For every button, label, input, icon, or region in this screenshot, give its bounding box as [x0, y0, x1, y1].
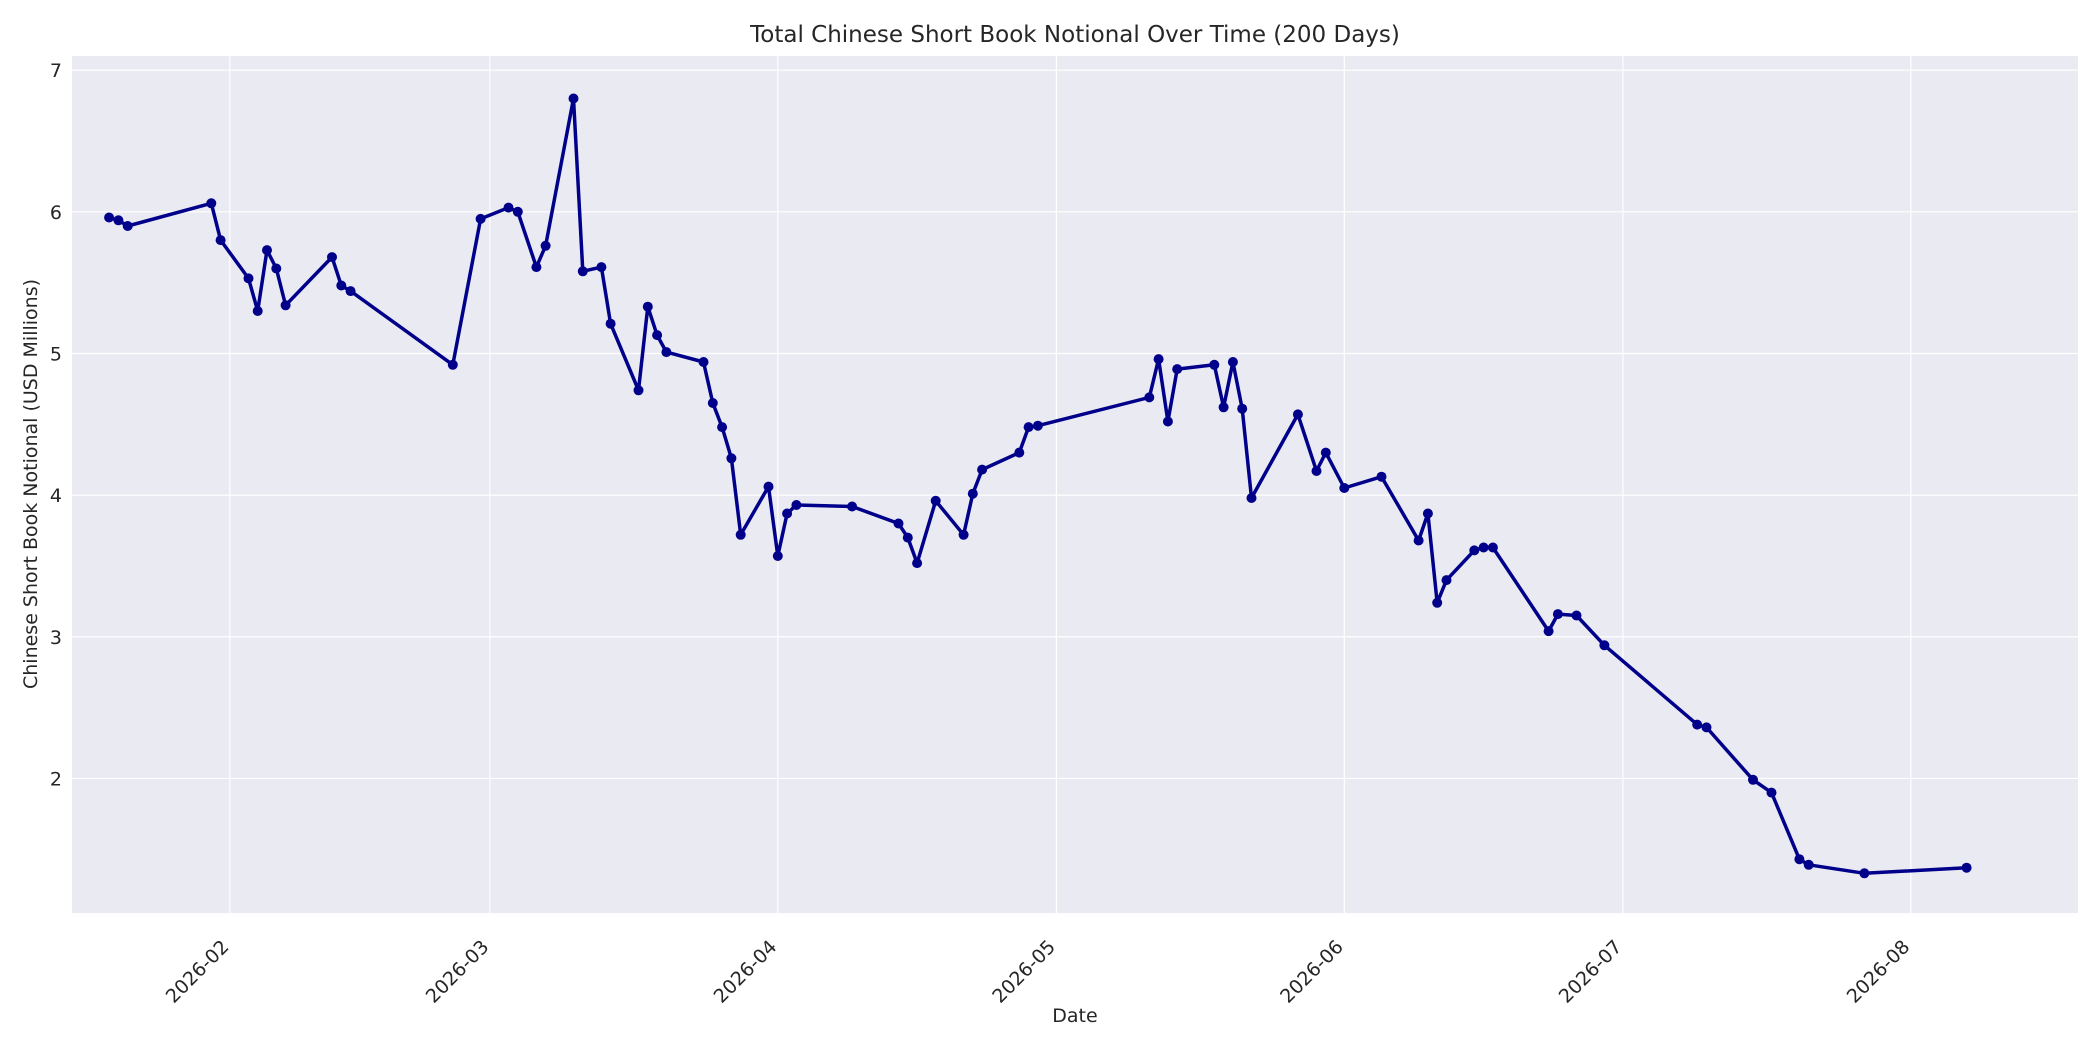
- data-point: [1339, 483, 1350, 493]
- data-point: [1032, 420, 1043, 431]
- y-axis-label: Chinese Short Book Notional (USD Million…: [20, 279, 42, 689]
- data-point: [447, 359, 458, 370]
- data-point: [1599, 640, 1610, 651]
- data-point: [1441, 575, 1452, 586]
- data-point: [633, 385, 644, 396]
- data-point: [1172, 364, 1183, 375]
- data-point: [280, 300, 291, 311]
- y-tick-label: 5: [50, 343, 62, 365]
- data-point: [735, 529, 746, 540]
- data-point: [1144, 392, 1155, 403]
- data-point: [1227, 357, 1238, 367]
- data-point: [1014, 447, 1025, 458]
- data-point: [113, 215, 124, 226]
- data-point: [1543, 626, 1554, 637]
- data-point: [642, 301, 653, 312]
- data-point: [336, 280, 347, 291]
- data-point: [717, 422, 728, 433]
- y-tick-label: 4: [50, 485, 62, 507]
- y-tick-label: 3: [50, 627, 62, 649]
- data-point: [1794, 854, 1805, 865]
- data-point: [1961, 862, 1972, 873]
- y-tick-label: 7: [50, 60, 62, 82]
- data-point: [577, 266, 588, 277]
- x-axis-label: Date: [1052, 1005, 1097, 1027]
- data-point: [1469, 545, 1480, 556]
- data-point: [958, 529, 969, 540]
- data-point: [977, 464, 988, 475]
- data-point: [1552, 609, 1563, 620]
- data-point: [652, 330, 663, 341]
- data-point: [1478, 542, 1489, 553]
- y-tick-label: 6: [50, 202, 62, 224]
- data-point: [1320, 447, 1331, 458]
- chart-title: Total Chinese Short Book Notional Over T…: [749, 22, 1400, 48]
- data-point: [1701, 722, 1712, 733]
- data-point: [475, 213, 486, 224]
- data-point: [1237, 403, 1248, 414]
- data-point: [1023, 422, 1034, 433]
- data-point: [1153, 354, 1164, 365]
- data-point: [893, 518, 904, 529]
- data-point: [215, 235, 226, 246]
- data-point: [1162, 416, 1173, 427]
- data-point: [1376, 471, 1387, 482]
- series-group: [104, 93, 1972, 879]
- data-point: [122, 221, 133, 231]
- data-point: [902, 532, 913, 543]
- data-point: [726, 453, 737, 464]
- data-point: [1487, 542, 1498, 553]
- data-point: [1311, 466, 1322, 476]
- plot-area: [72, 56, 2078, 913]
- data-point: [206, 198, 217, 209]
- y-axis-ticks: 2 3 4 5 6 7: [50, 60, 62, 790]
- data-point: [252, 306, 263, 316]
- data-point: [531, 262, 542, 273]
- data-point: [967, 488, 978, 499]
- data-point: [1422, 508, 1433, 519]
- data-point: [1766, 787, 1777, 798]
- data-point: [1218, 402, 1229, 413]
- data-point: [661, 347, 672, 358]
- data-point: [503, 202, 514, 213]
- data-point: [1292, 409, 1303, 420]
- data-point: [1692, 719, 1703, 730]
- data-point: [772, 551, 783, 561]
- data-point: [512, 206, 523, 217]
- data-point: [1246, 493, 1257, 503]
- data-point: [104, 212, 115, 223]
- data-point: [243, 273, 254, 284]
- data-point: [540, 240, 551, 251]
- data-point: [1859, 868, 1870, 879]
- data-point: [1803, 859, 1814, 870]
- data-point: [271, 263, 282, 274]
- data-point: [605, 318, 616, 329]
- data-point: [568, 93, 579, 104]
- data-point: [262, 245, 272, 256]
- data-point: [782, 508, 793, 519]
- data-point: [763, 481, 774, 492]
- data-point: [1748, 774, 1758, 785]
- data-point: [698, 357, 709, 367]
- data-point: [1432, 597, 1443, 608]
- data-point: [847, 501, 858, 512]
- data-point: [596, 262, 607, 273]
- data-point: [707, 398, 718, 408]
- data-point: [1413, 535, 1424, 546]
- data-point: [912, 558, 923, 569]
- data-point: [1571, 610, 1582, 621]
- y-tick-label: 2: [50, 768, 62, 790]
- data-point: [327, 252, 337, 263]
- data-point: [1209, 359, 1220, 370]
- data-point: [930, 495, 941, 506]
- data-point: [791, 500, 802, 510]
- data-point: [345, 286, 356, 297]
